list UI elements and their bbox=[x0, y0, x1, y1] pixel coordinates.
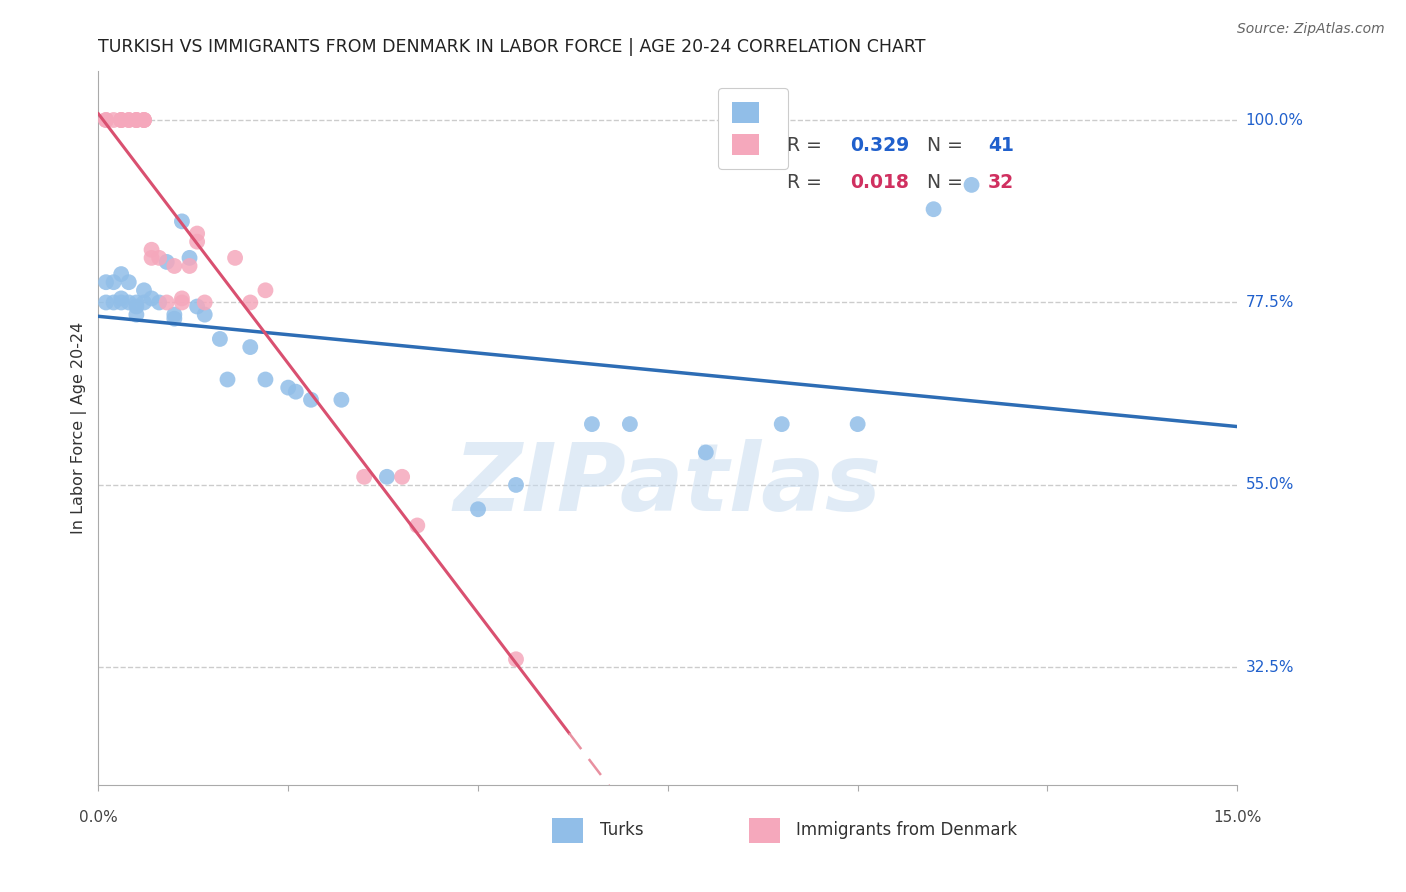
Y-axis label: In Labor Force | Age 20-24: In Labor Force | Age 20-24 bbox=[72, 322, 87, 534]
Text: Turks: Turks bbox=[599, 822, 644, 839]
Point bbox=[125, 308, 148, 322]
Point bbox=[103, 113, 125, 128]
Point bbox=[94, 113, 117, 128]
Text: 32.5%: 32.5% bbox=[1246, 660, 1294, 675]
Text: 55.0%: 55.0% bbox=[1246, 477, 1294, 492]
Point bbox=[132, 113, 155, 128]
Point bbox=[132, 113, 155, 128]
Point bbox=[284, 384, 307, 399]
Point bbox=[103, 295, 125, 310]
Point bbox=[406, 518, 429, 533]
Point bbox=[179, 259, 201, 273]
Text: 77.5%: 77.5% bbox=[1246, 295, 1294, 310]
Text: 32: 32 bbox=[988, 173, 1014, 192]
Point bbox=[163, 308, 186, 322]
Point bbox=[125, 113, 148, 128]
Point bbox=[110, 113, 132, 128]
Point bbox=[224, 251, 246, 265]
Point bbox=[581, 417, 603, 431]
Point bbox=[239, 340, 262, 354]
Text: 0.018: 0.018 bbox=[851, 173, 910, 192]
Point bbox=[156, 295, 179, 310]
Point bbox=[148, 251, 170, 265]
Point bbox=[208, 332, 231, 346]
Point bbox=[170, 292, 193, 306]
Point bbox=[132, 283, 155, 297]
Point bbox=[118, 113, 141, 128]
Point bbox=[118, 113, 141, 128]
Point bbox=[110, 113, 132, 128]
Point bbox=[194, 308, 217, 322]
Text: 15.0%: 15.0% bbox=[1213, 810, 1261, 825]
Text: N =: N = bbox=[928, 173, 969, 192]
Point bbox=[132, 295, 155, 310]
Point bbox=[94, 113, 117, 128]
Point bbox=[163, 259, 186, 273]
Point bbox=[125, 300, 148, 314]
Point bbox=[125, 113, 148, 128]
Text: R =: R = bbox=[787, 173, 828, 192]
Point bbox=[194, 295, 217, 310]
Point bbox=[141, 251, 163, 265]
Point bbox=[186, 300, 208, 314]
Point bbox=[186, 235, 208, 249]
Point bbox=[170, 214, 193, 228]
Point bbox=[254, 372, 277, 386]
Text: N =: N = bbox=[928, 136, 969, 155]
Point bbox=[922, 202, 945, 217]
Point bbox=[110, 267, 132, 281]
Text: 41: 41 bbox=[988, 136, 1014, 155]
Point bbox=[148, 295, 170, 310]
Point bbox=[960, 178, 983, 192]
Point bbox=[163, 311, 186, 326]
Point bbox=[103, 275, 125, 289]
Point bbox=[695, 445, 717, 459]
Point bbox=[94, 295, 117, 310]
Point bbox=[299, 392, 322, 407]
Point bbox=[110, 292, 132, 306]
Point bbox=[239, 295, 262, 310]
Legend: , : , bbox=[718, 88, 789, 169]
Text: 0.329: 0.329 bbox=[851, 136, 910, 155]
Point bbox=[179, 251, 201, 265]
Point bbox=[156, 255, 179, 269]
Point bbox=[186, 227, 208, 241]
Point bbox=[132, 113, 155, 128]
Point bbox=[141, 243, 163, 257]
Point bbox=[846, 417, 869, 431]
Point bbox=[619, 417, 641, 431]
Point bbox=[770, 417, 793, 431]
Point bbox=[217, 372, 239, 386]
Point bbox=[375, 470, 398, 484]
Text: 0.0%: 0.0% bbox=[79, 810, 118, 825]
Text: R =: R = bbox=[787, 136, 828, 155]
Point bbox=[391, 470, 413, 484]
Text: Source: ZipAtlas.com: Source: ZipAtlas.com bbox=[1237, 22, 1385, 37]
Point bbox=[170, 295, 193, 310]
Point bbox=[330, 392, 353, 407]
Text: Immigrants from Denmark: Immigrants from Denmark bbox=[796, 822, 1018, 839]
Point bbox=[110, 113, 132, 128]
Text: ZIPatlas: ZIPatlas bbox=[454, 439, 882, 532]
Point bbox=[277, 381, 299, 395]
Point bbox=[353, 470, 375, 484]
Point bbox=[467, 502, 489, 516]
Point bbox=[110, 295, 132, 310]
Point bbox=[505, 652, 527, 666]
Point bbox=[254, 283, 277, 297]
Point bbox=[118, 275, 141, 289]
Point bbox=[118, 295, 141, 310]
Point bbox=[141, 292, 163, 306]
Point bbox=[125, 295, 148, 310]
Text: 100.0%: 100.0% bbox=[1246, 112, 1303, 128]
Point bbox=[125, 113, 148, 128]
Point bbox=[94, 275, 117, 289]
Text: TURKISH VS IMMIGRANTS FROM DENMARK IN LABOR FORCE | AGE 20-24 CORRELATION CHART: TURKISH VS IMMIGRANTS FROM DENMARK IN LA… bbox=[98, 38, 927, 56]
Point bbox=[505, 478, 527, 492]
